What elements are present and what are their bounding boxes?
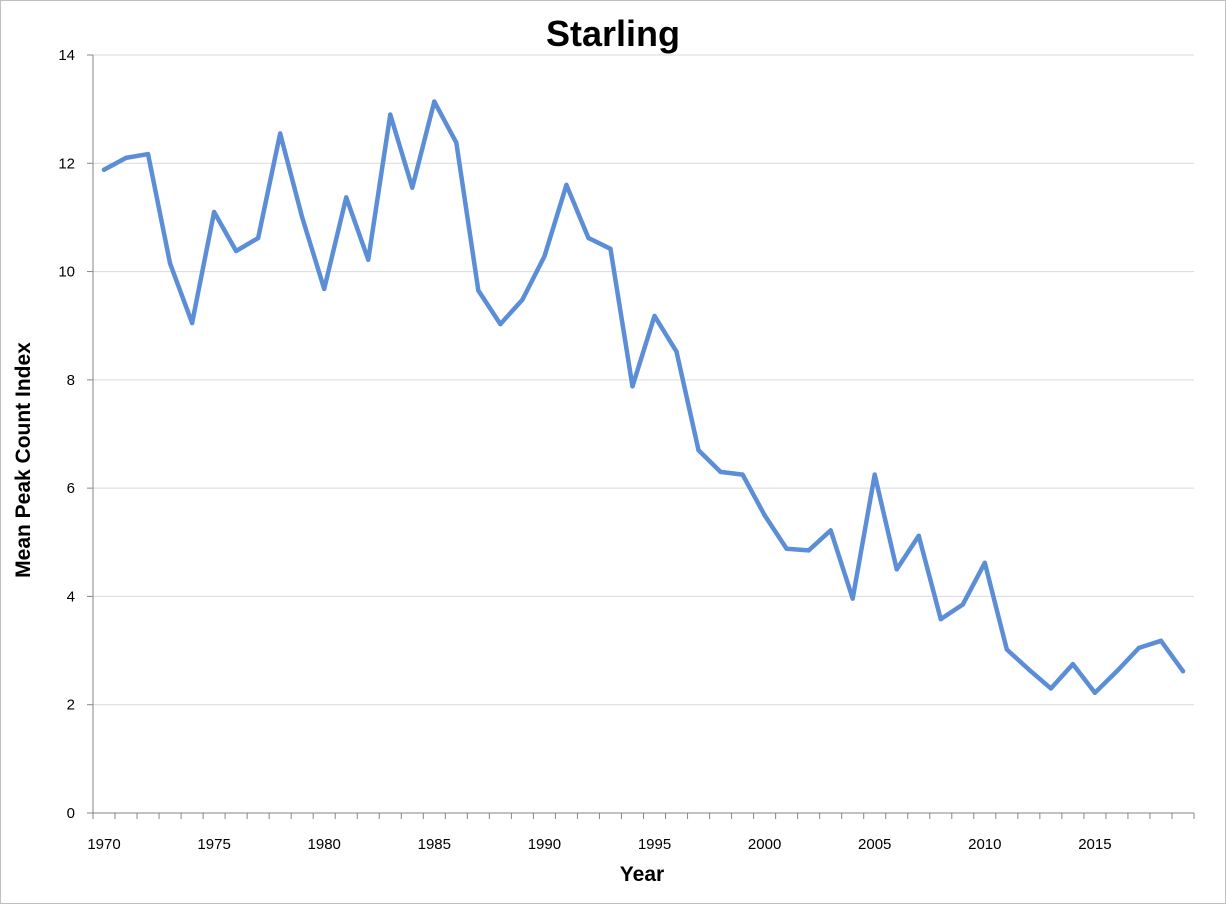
data-point [233,248,239,254]
data-point [630,384,635,389]
x-tick-label: 1975 [197,836,230,853]
data-point [145,151,151,157]
data-point [1048,686,1054,691]
y-tick-label: 14 [58,47,75,64]
data-point [299,215,305,220]
x-axis-ticks: 1970 1975 1980 1985 1990 1995 2000 2005 2010 2015 [87,813,1195,853]
data-point [410,185,415,190]
data-point [1092,690,1098,696]
data-point [784,546,789,551]
data-point [828,528,833,533]
x-tick-label: 2010 [968,836,1001,853]
data-point [366,257,371,262]
data-point [718,469,723,475]
data-point [1026,667,1032,672]
data-point [277,131,283,136]
x-tick-label: 2005 [858,836,891,853]
y-axis-ticks: 0 2 4 6 8 10 12 14 [58,47,93,822]
x-axis-title: Year [620,863,664,886]
data-point [1180,668,1186,674]
data-point [916,533,921,538]
data-point [189,320,195,326]
data-point [1136,645,1142,651]
data-point [938,616,943,622]
x-tick-label: 2000 [748,836,781,853]
y-tick-label: 0 [67,805,75,822]
data-point [1114,668,1120,674]
data-point [1158,638,1164,644]
data-point [476,288,481,293]
data-point [872,472,877,477]
data-point [960,602,965,607]
data-point [894,567,899,572]
data-point [520,297,525,302]
axes [92,55,1194,814]
x-tick-label: 1970 [87,836,120,853]
series-line [101,99,1186,696]
data-point [322,286,327,292]
data-point [123,155,129,161]
data-point [850,596,855,601]
x-tick-label: 2015 [1078,836,1111,853]
data-point [167,261,173,266]
data-point [388,112,393,117]
gridlines [93,54,1194,706]
data-point [432,99,437,104]
data-point [498,321,503,327]
data-point [344,195,349,200]
data-point [674,349,679,354]
y-tick-label: 8 [67,372,75,389]
y-tick-label: 10 [58,264,75,281]
data-point [1004,647,1010,652]
data-point [608,246,613,252]
y-axis-title: Mean Peak Count Index [12,342,35,578]
y-tick-label: 12 [58,155,75,172]
data-point [586,235,591,241]
y-tick-label: 4 [67,588,75,605]
chart-title: Starling [546,13,680,54]
data-point [1070,661,1076,667]
x-tick-label: 1985 [418,836,451,853]
data-point [211,209,217,215]
data-point [982,560,988,566]
data-point [255,235,261,241]
x-tick-label: 1980 [308,836,341,853]
data-point [542,254,547,259]
x-tick-label: 1990 [528,836,561,853]
y-tick-label: 6 [67,480,75,497]
data-point [564,182,569,188]
y-tick-label: 2 [67,697,75,714]
data-point [806,548,811,553]
data-point [740,472,745,477]
data-point [696,448,701,453]
data-point [652,313,657,319]
data-point [762,513,767,518]
data-point [454,140,459,145]
x-tick-label: 1995 [638,836,671,853]
data-point [101,167,107,172]
series-group [101,99,1186,696]
